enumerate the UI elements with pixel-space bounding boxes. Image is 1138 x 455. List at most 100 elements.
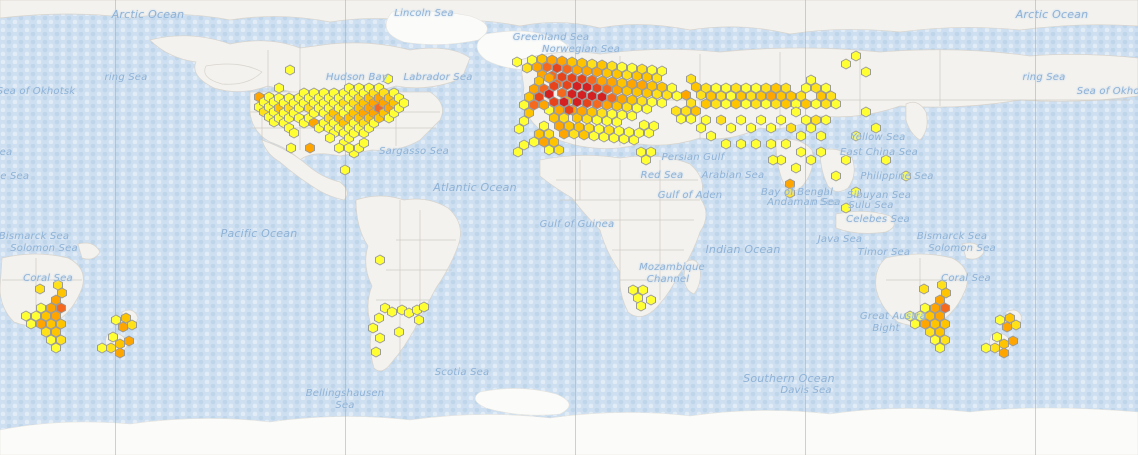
hexbin-cell[interactable] <box>394 326 404 338</box>
hexbin-cell[interactable] <box>329 97 339 109</box>
hexbin-cell[interactable] <box>364 122 374 134</box>
hexbin-cell[interactable] <box>364 92 374 104</box>
hexbin-cell[interactable] <box>637 95 647 107</box>
hexbin-cell[interactable] <box>806 154 816 166</box>
hexbin-cell[interactable] <box>861 106 871 118</box>
hexbin-cell[interactable] <box>821 98 831 110</box>
hexbin-cell[interactable] <box>46 318 56 330</box>
hexbin-cell[interactable] <box>632 70 642 82</box>
hexbin-cell[interactable] <box>940 302 950 314</box>
hexbin-cell[interactable] <box>389 107 399 119</box>
hexbin-cell[interactable] <box>314 102 324 114</box>
hexbin-cell[interactable] <box>519 139 529 151</box>
hexbin-cell[interactable] <box>594 123 604 135</box>
hexbin-cell[interactable] <box>412 304 422 316</box>
hexbin-cell[interactable] <box>701 114 711 126</box>
hexbin-cell[interactable] <box>781 82 791 94</box>
hexbin-cell[interactable] <box>686 97 696 109</box>
hexbin-cell[interactable] <box>397 304 407 316</box>
hexbin-cell[interactable] <box>274 92 284 104</box>
hexbin-cell[interactable] <box>349 107 359 119</box>
hexbin-cell[interactable] <box>349 147 359 159</box>
hexbin-cell[interactable] <box>334 102 344 114</box>
hexbin-cell[interactable] <box>26 318 36 330</box>
hexbin-cell[interactable] <box>691 81 701 93</box>
hexbin-cell[interactable] <box>796 130 806 142</box>
hexbin-cell[interactable] <box>831 98 841 110</box>
hexbin-cell[interactable] <box>647 96 657 108</box>
hexbin-cell[interactable] <box>811 114 821 126</box>
hexbin-cell[interactable] <box>617 109 627 121</box>
hexbin-cell[interactable] <box>741 82 751 94</box>
hexbin-cell[interactable] <box>354 122 364 134</box>
hexbin-cell[interactable] <box>617 61 627 73</box>
hexbin-cell[interactable] <box>539 83 549 95</box>
hexbin-cell[interactable] <box>935 310 945 322</box>
hexbin-cell[interactable] <box>776 90 786 102</box>
hexbin-cell[interactable] <box>766 90 776 102</box>
hexbin-cell[interactable] <box>831 170 841 182</box>
hexbin-cell[interactable] <box>647 64 657 76</box>
hexbin-cell[interactable] <box>329 117 339 129</box>
hexbin-cell[interactable] <box>627 110 637 122</box>
hexbin-cell[interactable] <box>995 314 1005 326</box>
hexbin-cell[interactable] <box>592 82 602 94</box>
hexbin-cell[interactable] <box>512 56 522 68</box>
hexbin-cell[interactable] <box>627 62 637 74</box>
hexbin-cell[interactable] <box>619 133 629 145</box>
hexbin-cell[interactable] <box>657 97 667 109</box>
hexbin-cell[interactable] <box>564 104 574 116</box>
hexbin-cell[interactable] <box>544 128 554 140</box>
hexbin-cell[interactable] <box>1005 312 1015 324</box>
hexbin-cell[interactable] <box>992 331 1002 343</box>
hexbin-cell[interactable] <box>384 102 394 114</box>
hexbin-cell[interactable] <box>726 90 736 102</box>
hexbin-cell[interactable] <box>532 61 542 73</box>
hexbin-cell[interactable] <box>118 321 128 333</box>
hexbin-cell[interactable] <box>826 90 836 102</box>
hexbin-cell[interactable] <box>642 71 652 83</box>
hexbin-cell[interactable] <box>274 102 284 114</box>
hexbin-cell[interactable] <box>359 107 369 119</box>
hexbin-cell[interactable] <box>686 113 696 125</box>
hexbin-cell[interactable] <box>269 116 279 128</box>
hexbin-cell[interactable] <box>572 64 582 76</box>
hexbin-cell[interactable] <box>634 127 644 139</box>
hexbin-cell[interactable] <box>534 91 544 103</box>
hexbin-cell[interactable] <box>649 120 659 132</box>
hexbin-cell[interactable] <box>851 130 861 142</box>
hexbin-cell[interactable] <box>304 92 314 104</box>
hexbin-cell[interactable] <box>681 105 691 117</box>
hexbin-cell[interactable] <box>549 96 559 108</box>
hexbin-cell[interactable] <box>36 318 46 330</box>
hexbin-cell[interactable] <box>522 62 532 74</box>
hexbin-cell[interactable] <box>41 326 51 338</box>
hexbin-cell[interactable] <box>364 82 374 94</box>
hexbin-cell[interactable] <box>841 58 851 70</box>
hexbin-cell[interactable] <box>264 111 274 123</box>
hexbin-cell[interactable] <box>930 302 940 314</box>
hexbin-cell[interactable] <box>379 87 389 99</box>
hexbin-cell[interactable] <box>513 146 523 158</box>
hexbin-cell[interactable] <box>597 107 607 119</box>
hexbin-cell[interactable] <box>811 98 821 110</box>
hexbin-cell[interactable] <box>776 114 786 126</box>
hexbin-cell[interactable] <box>549 136 559 148</box>
hexbin-cell[interactable] <box>652 88 662 100</box>
hexbin-cell[interactable] <box>786 90 796 102</box>
hexbin-cell[interactable] <box>349 87 359 99</box>
hexbin-cell[interactable] <box>751 98 761 110</box>
hexbin-cell[interactable] <box>612 68 622 80</box>
hexbin-cell[interactable] <box>21 310 31 322</box>
hexbin-cell[interactable] <box>841 202 851 214</box>
hexbin-cell[interactable] <box>354 82 364 94</box>
hexbin-cell[interactable] <box>329 127 339 139</box>
hexbin-cell[interactable] <box>781 138 791 150</box>
hexbin-cell[interactable] <box>706 130 716 142</box>
hexbin-cell[interactable] <box>389 87 399 99</box>
hexbin-cell[interactable] <box>389 97 399 109</box>
hexbin-cell[interactable] <box>299 117 309 129</box>
hexbin-cell[interactable] <box>741 98 751 110</box>
hexbin-cell[interactable] <box>344 142 354 154</box>
